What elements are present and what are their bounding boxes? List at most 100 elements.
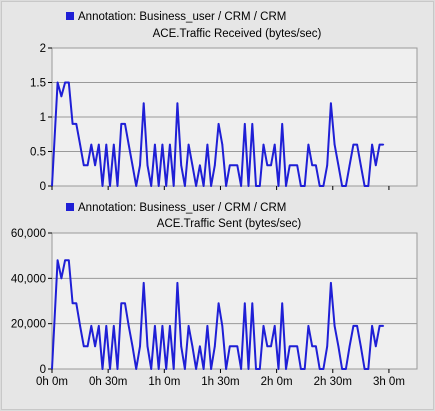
data-point xyxy=(184,185,186,187)
data-point xyxy=(124,302,126,305)
data-point xyxy=(371,143,373,146)
data-point xyxy=(150,185,153,187)
data-point xyxy=(101,368,104,370)
data-point xyxy=(363,368,366,370)
data-point xyxy=(214,164,216,167)
x-tick-label: 0h 30m xyxy=(89,376,127,388)
data-point xyxy=(247,185,250,187)
data-point xyxy=(288,345,291,348)
data-point xyxy=(255,368,257,370)
data-point xyxy=(112,325,115,327)
data-point xyxy=(56,259,59,262)
data-point xyxy=(180,345,182,348)
data-point xyxy=(262,325,265,327)
data-point xyxy=(221,143,224,146)
data-point xyxy=(157,185,160,187)
data-point xyxy=(86,345,89,348)
data-point xyxy=(199,345,201,348)
series-received xyxy=(51,81,385,187)
data-point xyxy=(367,368,370,370)
data-point xyxy=(348,345,351,348)
data-point xyxy=(258,185,261,187)
data-point xyxy=(127,143,130,146)
data-point xyxy=(172,368,175,370)
data-point xyxy=(352,325,355,327)
data-point xyxy=(109,185,111,187)
data-point xyxy=(97,325,100,327)
data-point xyxy=(116,185,119,187)
grid-sent xyxy=(52,277,417,325)
data-point xyxy=(154,143,156,146)
x-tick-label: 3h 0m xyxy=(373,376,405,388)
data-point xyxy=(382,143,385,146)
data-point xyxy=(83,164,85,167)
data-point xyxy=(356,325,358,327)
data-point xyxy=(345,185,347,187)
data-point xyxy=(221,325,224,327)
x-tick-label: 2h 30m xyxy=(314,376,352,388)
data-point xyxy=(240,368,242,370)
data-point xyxy=(202,368,205,370)
title-sent: ACE.Traffic Sent (bytes/sec) xyxy=(157,218,302,230)
data-point xyxy=(315,345,317,348)
data-point xyxy=(187,143,190,146)
data-point xyxy=(375,345,377,348)
data-point xyxy=(337,164,340,167)
data-point xyxy=(307,325,310,327)
x-tick-label: 2h 0m xyxy=(261,376,293,388)
data-point xyxy=(79,325,81,327)
data-point xyxy=(255,185,257,187)
y-tick-label: 0.5 xyxy=(30,147,46,159)
data-point xyxy=(64,259,66,262)
data-point xyxy=(300,185,302,187)
data-point xyxy=(83,345,85,348)
data-point xyxy=(285,368,287,370)
data-point xyxy=(161,325,164,327)
data-point xyxy=(341,368,343,370)
data-point xyxy=(180,164,182,167)
data-point xyxy=(363,185,366,187)
data-point xyxy=(232,164,235,167)
data-point xyxy=(266,164,269,167)
data-point xyxy=(270,164,272,167)
legend-label-sent: Annotation: Business_user / CRM / CRM xyxy=(78,202,286,214)
data-point xyxy=(318,185,321,187)
data-point xyxy=(71,302,74,305)
legend-label-received: Annotation: Business_user / CRM / CRM xyxy=(78,11,286,23)
data-point xyxy=(146,345,149,348)
data-point xyxy=(281,302,284,305)
y-tick-label: 60,000 xyxy=(11,228,46,240)
data-point xyxy=(139,164,141,167)
data-point xyxy=(240,185,242,187)
data-point xyxy=(191,345,194,348)
data-point xyxy=(345,368,347,370)
data-point xyxy=(161,143,164,146)
y-tick-label: 0 xyxy=(40,364,46,376)
data-point xyxy=(243,123,246,125)
data-point xyxy=(273,325,276,327)
data-point xyxy=(266,345,269,348)
data-point xyxy=(90,325,93,327)
data-point xyxy=(105,143,108,146)
data-point xyxy=(176,282,179,284)
data-point xyxy=(169,325,171,327)
data-point xyxy=(217,302,220,305)
data-point xyxy=(109,368,111,370)
data-point xyxy=(90,143,93,146)
title-received: ACE.Traffic Received (bytes/sec) xyxy=(153,28,322,40)
x-tick-label: 1h 0m xyxy=(148,376,180,388)
data-point xyxy=(214,345,216,348)
x-tick-label: 0h 0m xyxy=(36,376,68,388)
data-point xyxy=(124,123,126,125)
data-point xyxy=(337,345,340,348)
data-point xyxy=(157,368,160,370)
data-point xyxy=(288,164,291,167)
data-point xyxy=(206,325,209,327)
data-point xyxy=(187,325,190,327)
data-point xyxy=(225,185,227,187)
plot-area-sent xyxy=(51,232,418,370)
data-point xyxy=(303,368,306,370)
data-point xyxy=(56,81,59,84)
data-point xyxy=(303,185,306,187)
data-point xyxy=(382,325,385,327)
